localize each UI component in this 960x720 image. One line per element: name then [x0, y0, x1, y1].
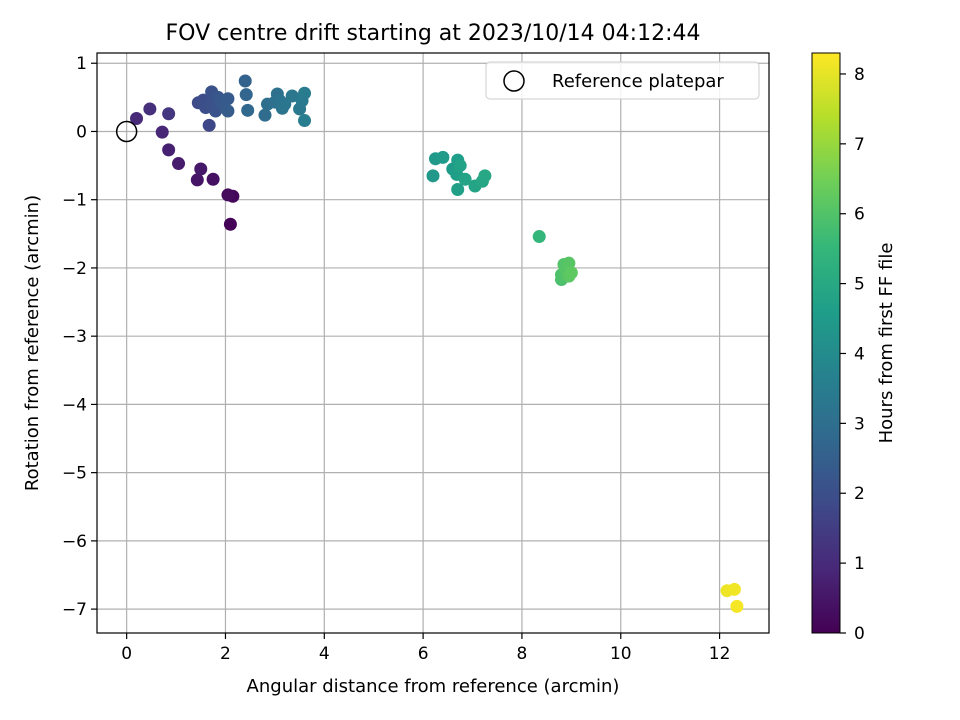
- y-tick-label: −3: [62, 327, 87, 347]
- legend: Reference platepar: [485, 61, 760, 100]
- data-point: [453, 159, 467, 173]
- y-tick-label: −7: [62, 600, 87, 620]
- y-tick-label: 0: [76, 122, 87, 142]
- data-point: [258, 108, 272, 122]
- data-point: [223, 217, 237, 231]
- colorbar-tick-label: 6: [854, 205, 865, 225]
- data-point: [478, 169, 492, 183]
- data-point: [241, 103, 255, 117]
- plot-frame: [96, 52, 770, 634]
- data-point: [190, 173, 204, 187]
- data-point: [221, 92, 235, 106]
- data-point: [436, 150, 450, 164]
- y-tick-label: −5: [62, 464, 87, 484]
- x-tick-label: 8: [517, 644, 528, 664]
- data-point: [458, 172, 472, 186]
- legend-box: [485, 61, 760, 100]
- colorbar-tick-label: 0: [854, 624, 865, 644]
- data-point: [162, 107, 176, 121]
- data-point: [532, 230, 546, 244]
- colorbar: 0 1 2 3 4 5 6 7 8 Hours from first FF file: [811, 52, 897, 644]
- data-point: [298, 86, 312, 100]
- legend-marker: [503, 70, 525, 92]
- data-points: [130, 74, 744, 613]
- data-point: [130, 112, 144, 126]
- colorbar-gradient: [811, 52, 841, 634]
- x-tick-label: 6: [418, 644, 429, 664]
- y-tick-label: −6: [62, 532, 87, 552]
- x-tick-label: 10: [610, 644, 632, 664]
- x-tick-label: 12: [709, 644, 731, 664]
- colorbar-tick-label: 4: [854, 344, 865, 364]
- colorbar-tick-label: 7: [854, 135, 865, 155]
- y-axis-label: Rotation from reference (arcmin): [22, 195, 43, 491]
- data-point: [426, 169, 440, 183]
- x-tick-label: 0: [121, 644, 132, 664]
- x-tick-label: 4: [319, 644, 330, 664]
- data-point: [727, 582, 741, 596]
- y-axis-ticks: 1 0 −1 −2 −3 −4 −5 −6 −7: [62, 54, 97, 620]
- data-point: [155, 125, 169, 139]
- data-point: [564, 266, 578, 280]
- data-point: [285, 89, 299, 103]
- colorbar-ticks: 0 1 2 3 4 5 6 7 8: [840, 65, 865, 644]
- y-tick-label: −1: [62, 191, 87, 211]
- y-tick-label: −4: [62, 395, 87, 415]
- data-point: [238, 74, 252, 88]
- data-point: [194, 162, 208, 176]
- data-point: [202, 118, 216, 132]
- data-point: [730, 599, 744, 613]
- colorbar-tick-label: 1: [854, 554, 865, 574]
- colorbar-label: Hours from first FF file: [876, 243, 897, 444]
- data-point: [143, 102, 157, 116]
- data-point: [172, 157, 186, 171]
- y-tick-label: 1: [76, 54, 87, 74]
- x-axis-label: Angular distance from reference (arcmin): [247, 676, 620, 697]
- data-point: [451, 182, 465, 196]
- x-tick-label: 2: [220, 644, 231, 664]
- reference-platepar-marker: [115, 120, 138, 143]
- colorbar-tick-label: 3: [854, 414, 865, 434]
- data-point: [298, 114, 312, 128]
- colorbar-tick-label: 2: [854, 484, 865, 504]
- x-axis-ticks: 0 2 4 6 8 10 12: [121, 633, 730, 664]
- data-point: [162, 143, 176, 157]
- data-point: [221, 104, 235, 118]
- legend-label: Reference platepar: [552, 71, 724, 92]
- colorbar-tick-label: 8: [854, 65, 865, 85]
- chart-title: FOV centre drift starting at 2023/10/14 …: [166, 21, 701, 46]
- colorbar-tick-label: 5: [854, 275, 865, 295]
- grid: [97, 53, 769, 633]
- data-point: [239, 88, 253, 102]
- data-point: [221, 188, 235, 202]
- reference-marker-group: [115, 120, 138, 143]
- data-point: [206, 172, 220, 186]
- y-tick-label: −2: [62, 259, 87, 279]
